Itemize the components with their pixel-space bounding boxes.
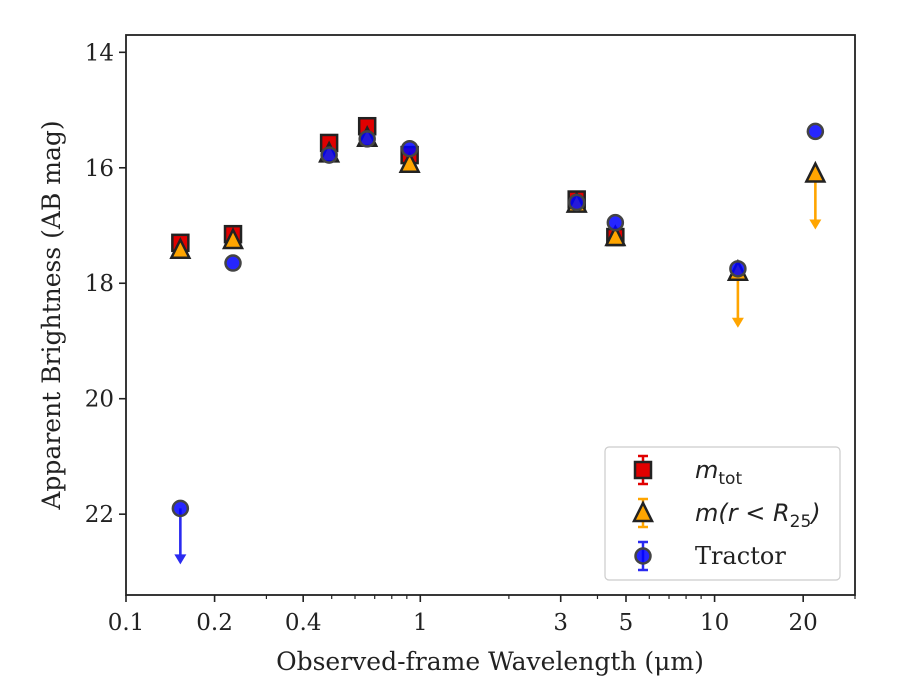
- series-0: [171, 116, 625, 253]
- x-tick-label: 0.2: [196, 610, 233, 636]
- legend-label: m(r < R25): [695, 499, 821, 532]
- x-tick-label: 10: [700, 610, 729, 636]
- data-point: [400, 139, 419, 158]
- y-tick-label: 20: [85, 387, 114, 413]
- data-point: [606, 213, 625, 232]
- x-tick-label: 3: [553, 610, 568, 636]
- legend-marker: [631, 500, 655, 523]
- data-point: [358, 130, 376, 148]
- legend-box: [604, 446, 841, 581]
- series-1: [169, 124, 827, 328]
- y-axis-label: Apparent Brightness (AB mag): [37, 120, 66, 510]
- data-point: [398, 150, 421, 173]
- y-tick-label: 16: [85, 156, 114, 182]
- data-point: [604, 224, 627, 247]
- x-tick-label: 5: [619, 610, 634, 636]
- data-point: [169, 236, 192, 260]
- x-tick-label: 1: [413, 610, 428, 636]
- plot-area: [169, 116, 827, 565]
- axes: 0.1 0.2 0.4 1 3 5 10 20 14 16 18 20 22: [85, 34, 856, 636]
- data-point: [221, 227, 245, 250]
- y-tick-label: 22: [85, 502, 114, 528]
- data-point: [567, 193, 586, 212]
- legend: mtot m(r < R25) Tractor: [604, 446, 841, 581]
- data-point: [224, 254, 242, 272]
- x-tick-label: 0.1: [108, 610, 145, 636]
- legend-label: Tractor: [695, 542, 786, 570]
- y-tick-label: 14: [85, 40, 114, 66]
- upper-limit-arrow: [174, 554, 187, 565]
- y-tick-label: 18: [85, 271, 114, 297]
- legend-marker: [634, 547, 652, 565]
- upper-limit-arrow: [731, 317, 744, 328]
- legend-label: mtot: [695, 456, 742, 489]
- legend-marker: [633, 460, 653, 480]
- data-point: [171, 499, 190, 518]
- x-axis-label: Observed-frame Wavelength (μm): [276, 647, 704, 676]
- data-point: [804, 160, 827, 183]
- plot-frame: [125, 34, 856, 596]
- data-point: [806, 122, 825, 141]
- data-point: [729, 260, 747, 278]
- x-tick-label: 0.4: [285, 610, 322, 636]
- data-point: [320, 146, 338, 164]
- series-2: [171, 122, 825, 565]
- x-tick-label: 20: [789, 610, 818, 636]
- upper-limit-arrow: [809, 219, 822, 230]
